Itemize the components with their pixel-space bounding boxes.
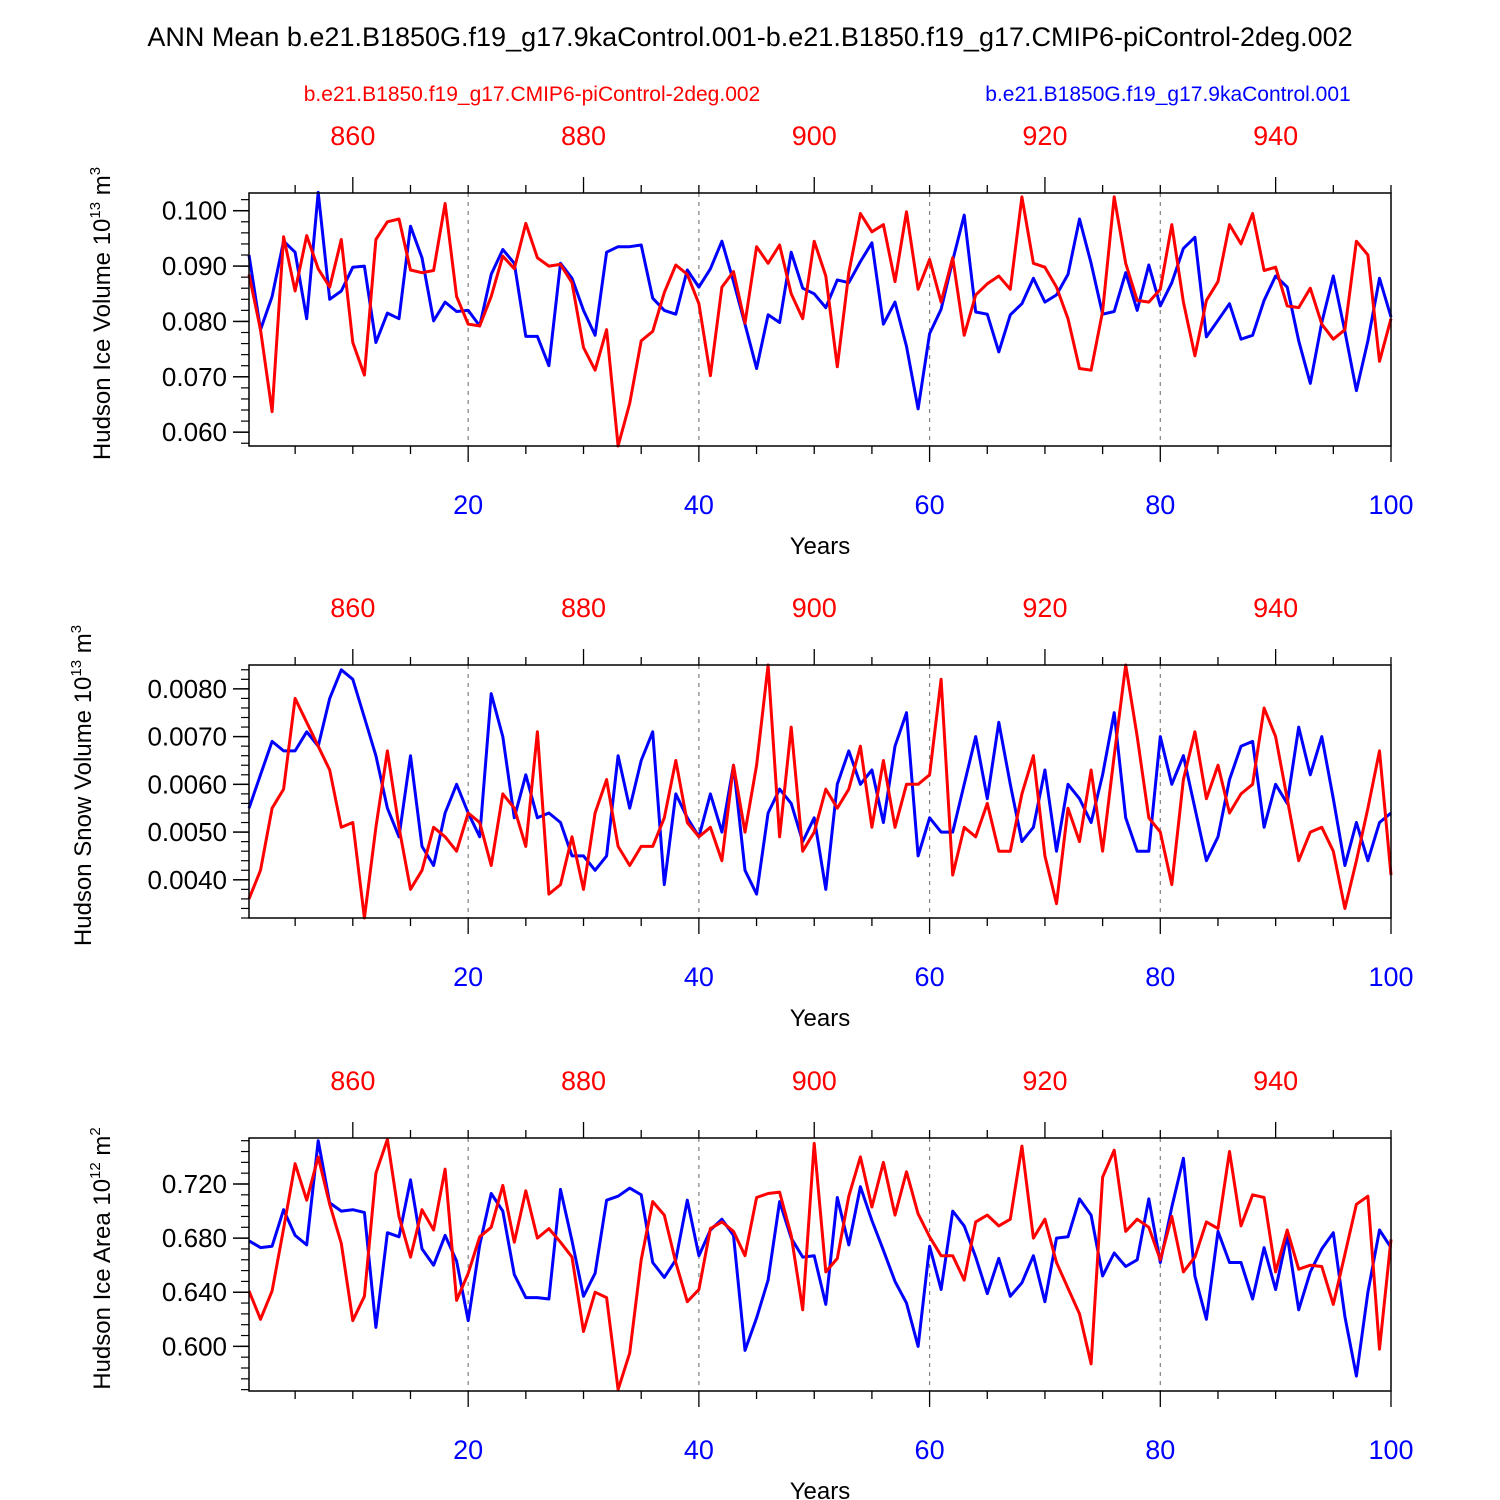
series-line-blue [247, 190, 1393, 411]
y-axis-label: Hudson Ice Volume 1013 m3 [87, 167, 116, 460]
x-top-tick-label: 880 [561, 593, 606, 623]
y-axis-label-exp: 13 [68, 660, 85, 677]
x-top-tick-label: 860 [330, 593, 375, 623]
x-top-tick-label: 920 [1022, 1066, 1067, 1096]
x-bottom-tick-label: 40 [684, 1435, 714, 1465]
y-axis-label-exp: 13 [87, 202, 104, 219]
x-bottom-tick-label: 40 [684, 962, 714, 992]
y-axis-label: Hudson Ice Area 1012 m2 [87, 1127, 116, 1390]
x-bottom-tick-label: 20 [453, 1435, 483, 1465]
plot-frame [248, 1137, 1392, 1392]
y-axis-label-unit: m [89, 1136, 116, 1163]
series-line-blue [247, 668, 1392, 896]
x-axis-label: Years [790, 533, 851, 560]
y-tick-label: 0.0080 [147, 674, 227, 704]
series-line-red [247, 663, 1393, 920]
y-tick-label: 0.080 [162, 306, 227, 336]
y-axis-label: Hudson Snow Volume 1013 m3 [68, 625, 97, 946]
series-line-red [247, 195, 1393, 448]
x-bottom-tick-label: 60 [915, 490, 945, 520]
x-top-tick-label: 900 [792, 121, 837, 151]
y-axis-label-exp: 12 [87, 1162, 104, 1179]
y-tick-label: 0.090 [162, 251, 227, 281]
x-top-tick-label: 860 [330, 121, 375, 151]
y-tick-label: 0.060 [162, 417, 227, 447]
x-axis-label: Years [790, 1478, 851, 1500]
x-top-tick-label: 940 [1253, 121, 1298, 151]
y-axis-label-main: Hudson Ice Area 10 [89, 1179, 116, 1390]
x-bottom-tick-label: 80 [1145, 490, 1175, 520]
x-bottom-tick-label: 100 [1368, 1435, 1413, 1465]
y-tick-label: 0.0040 [147, 865, 227, 895]
x-bottom-tick-label: 40 [684, 490, 714, 520]
x-bottom-tick-label: 80 [1145, 962, 1175, 992]
y-axis-label-main: Hudson Ice Volume 10 [89, 219, 116, 461]
y-tick-label: 0.0070 [147, 722, 227, 752]
series-line-blue [248, 1139, 1393, 1378]
y-axis-label-unit-exp: 3 [68, 625, 85, 633]
legend-blue-label: b.e21.B1850G.f19_g17.9kaControl.001 [985, 83, 1350, 106]
x-bottom-tick-label: 60 [915, 1435, 945, 1465]
x-axis-label: Years [790, 1005, 851, 1032]
y-tick-label: 0.640 [162, 1277, 227, 1307]
x-top-tick-label: 940 [1253, 593, 1298, 623]
y-tick-label: 0.0060 [147, 769, 227, 799]
plot-frame [248, 664, 1392, 919]
y-tick-label: 0.0050 [147, 817, 227, 847]
y-axis-label-unit: m [89, 175, 116, 202]
legend-red-label: b.e21.B1850.f19_g17.CMIP6-piControl-2deg… [304, 83, 760, 106]
x-bottom-tick-label: 100 [1368, 962, 1413, 992]
x-top-tick-label: 920 [1022, 121, 1067, 151]
x-bottom-tick-label: 80 [1145, 1435, 1175, 1465]
x-top-tick-label: 880 [561, 121, 606, 151]
x-bottom-tick-label: 100 [1368, 490, 1413, 520]
x-bottom-tick-label: 20 [453, 490, 483, 520]
x-top-tick-label: 900 [792, 1066, 837, 1096]
y-axis-label-main: Hudson Snow Volume 10 [70, 677, 97, 947]
figure-title: ANN Mean b.e21.B1850G.f19_g17.9kaControl… [147, 22, 1352, 52]
y-tick-label: 0.100 [162, 196, 227, 226]
x-bottom-tick-label: 60 [915, 962, 945, 992]
panel-ice-volume: 0.060 0.070 0.080 0.090 0.100 20 40 60 80 100 860 8… [87, 121, 1414, 560]
x-top-tick-label: 860 [330, 1066, 375, 1096]
y-axis-label-unit-exp: 3 [87, 167, 104, 175]
x-top-tick-label: 940 [1253, 1066, 1298, 1096]
x-top-tick-label: 920 [1022, 593, 1067, 623]
x-bottom-tick-label: 20 [453, 962, 483, 992]
x-top-tick-label: 880 [561, 1066, 606, 1096]
y-axis-label-unit: m [70, 633, 97, 660]
series-line-red [247, 1137, 1393, 1392]
y-tick-label: 0.070 [162, 362, 227, 392]
panel-snow-volume: 0.0040 0.0050 0.0060 0.0070 0.0080 20 40 60 80 10… [68, 593, 1414, 1032]
x-top-tick-label: 900 [792, 593, 837, 623]
y-axis-label-unit-exp: 2 [87, 1127, 104, 1135]
plot-frame [248, 192, 1392, 447]
y-tick-label: 0.720 [162, 1169, 227, 1199]
y-tick-label: 0.680 [162, 1223, 227, 1253]
panel-ice-area: 0.600 0.640 0.680 0.720 20 40 60 80 100 860 880 900… [87, 1066, 1414, 1500]
y-tick-label: 0.600 [162, 1331, 227, 1361]
